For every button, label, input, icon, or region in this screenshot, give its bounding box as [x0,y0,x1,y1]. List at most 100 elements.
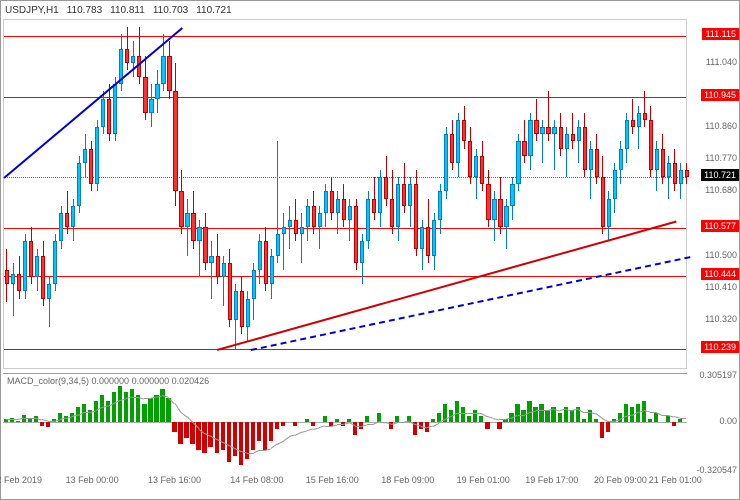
macd-bar [600,422,604,437]
price-chart[interactable] [3,19,687,369]
time-tick: 13 Feb 00:00 [66,475,119,485]
macd-bar [172,422,176,431]
macd-bar [461,407,465,422]
trend-line [251,256,690,351]
price-y-axis: 111.040 110.860 110.770 110.680 110.500 110.4… [689,19,739,369]
macd-bar [281,422,285,425]
time-tick: 21 Feb 01:00 [649,475,702,485]
macd-signal-line [259,450,265,451]
macd-bar [136,395,140,422]
chart-container: USDJPY,H1 110.783 110.811 110.703 110.72… [0,0,740,500]
macd-signal-line [265,448,271,450]
macd-bar [365,416,369,422]
macd-bar [178,422,182,443]
macd-bar [16,421,20,423]
macd-bar [323,416,327,422]
time-axis: 12 Feb 2019 13 Feb 00:00 13 Feb 16:00 14 Fe… [3,473,687,499]
macd-bar [311,422,315,425]
macd-bar [257,422,261,440]
macd-bar [521,410,525,422]
macd-bar [485,422,489,428]
macd-bar [648,419,652,422]
macd-tick: -0.320547 [696,465,737,475]
macd-bar [497,422,501,428]
ohlc-high: 110.811 [110,5,145,16]
macd-bar [654,413,658,422]
macd-bar [582,419,586,422]
macd-signal-line [518,415,524,416]
macd-bar [94,401,98,422]
macd-bar [263,422,267,449]
macd-bar [455,401,459,422]
macd-bar [239,422,243,464]
price-level-line [4,276,686,277]
macd-signal-line [680,418,686,419]
macd-bar [184,422,188,437]
macd-bar [100,395,104,422]
macd-bar [473,410,477,422]
price-level-label: 110.239 [701,341,739,353]
trend-line [216,220,676,350]
ohlc-open: 110.783 [67,5,102,16]
macd-bar [479,416,483,422]
price-level-label: 110.444 [701,268,739,280]
macd-bar [269,422,273,440]
macd-bar [46,422,50,427]
macd-bar [154,395,158,422]
macd-signal-line [174,403,181,413]
time-tick: 19 Feb 17:00 [525,475,578,485]
macd-bar [251,422,255,449]
price-tick: 111.040 [706,57,737,67]
price-tick: 110.770 [705,153,737,163]
price-level-line [4,36,686,37]
macd-bar [293,422,297,425]
time-tick: 18 Feb 09:00 [381,475,434,485]
time-tick: 12 Feb 2019 [0,475,42,485]
macd-bar [142,404,146,422]
price-level-label: 111.115 [702,28,739,40]
price-level-label: 110.577 [701,220,739,232]
time-tick: 20 Feb 09:00 [594,475,647,485]
macd-bar [335,419,339,422]
macd-bar [40,422,44,425]
macd-tick: 0.00 [719,416,737,426]
price-tick: 110.500 [705,250,737,260]
macd-bar [166,398,170,422]
time-tick: 13 Feb 16:00 [148,475,201,485]
macd-y-axis: 0.3051970.00-0.320547 [689,373,739,473]
macd-bar [227,422,231,461]
macd-bar [606,422,610,431]
macd-bar [624,404,628,422]
macd-bar [539,404,543,422]
price-tick: 110.410 [705,282,737,292]
macd-bar [202,422,206,452]
price-level-label: 110.721 [701,169,739,181]
macd-bar [515,404,519,422]
macd-bar [233,422,237,455]
price-level-line [4,228,686,229]
chart-header: USDJPY,H1 110.783 110.811 110.703 110.72… [1,1,739,19]
price-tick: 110.680 [705,185,737,195]
time-tick: 14 Feb 08:00 [230,475,283,485]
price-tick: 110.860 [705,121,737,131]
macd-bar [275,422,279,428]
macd-bar [190,422,194,443]
macd-bar [594,419,598,422]
macd-label: MACD_color(9,34,5) 0.000000 0.000000 0.0… [7,376,209,386]
price-tick: 110.320 [705,314,737,324]
macd-bar [570,410,574,422]
macd-signal-line [608,421,614,422]
macd-bar [130,389,134,422]
macd-bar [431,419,435,422]
price-level-line [4,349,686,350]
macd-bar [221,422,225,449]
symbol-label: USDJPY,H1 [5,5,59,16]
macd-bar [558,413,562,422]
macd-panel[interactable]: MACD_color(9,34,5) 0.000000 0.000000 0.0… [3,373,687,473]
macd-bar [545,410,549,422]
macd-bar [467,416,471,422]
macd-bar [678,419,682,422]
macd-bar [666,416,670,422]
price-level-label: 110.945 [701,89,739,101]
macd-bar [118,386,122,422]
